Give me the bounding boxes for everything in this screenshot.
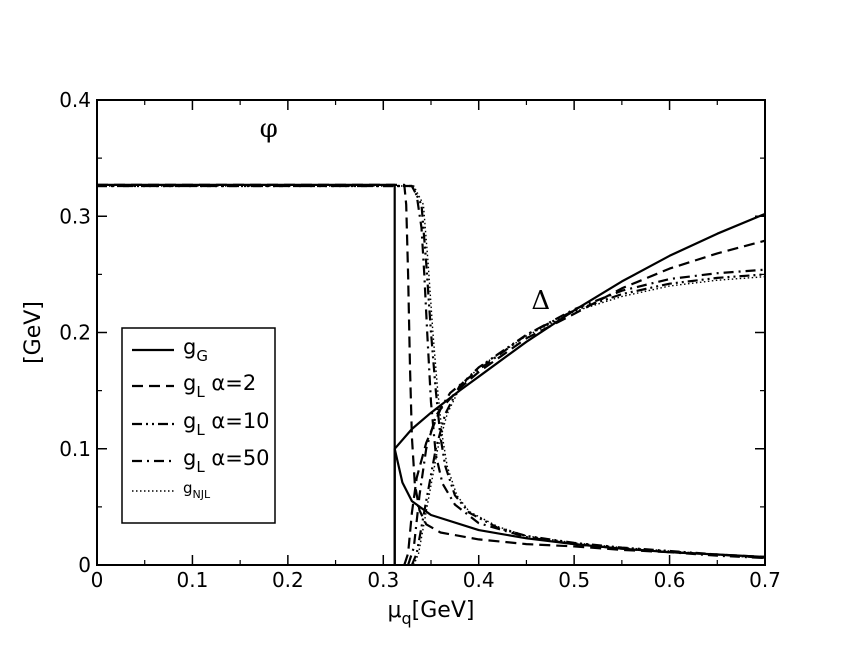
y-tick-label: 0 [78, 553, 91, 577]
legend-label: gG [183, 335, 208, 365]
legend-label-sub: L [196, 383, 205, 401]
legend-label-main: g [183, 446, 196, 470]
legend-label-main: g [183, 409, 196, 433]
series-0-low-line [393, 448, 765, 558]
curves [97, 183, 765, 565]
legend-label-main: g [183, 479, 193, 497]
x-tick-label: 0 [91, 568, 104, 592]
y-tick-label: 0.4 [59, 88, 91, 112]
x-tick-label: 0.4 [463, 568, 495, 592]
legend-label-sub: G [196, 347, 208, 365]
y-tick-label: 0.3 [59, 204, 91, 228]
series-1-delta-line [403, 239, 765, 565]
x-tick-label: 0.3 [367, 568, 399, 592]
y-axis-label: [GeV] [21, 301, 46, 364]
x-axis-label: μq[GeV] [388, 598, 475, 628]
legend-label-sub: NJL [193, 488, 211, 501]
legend-label-suffix: α=2 [205, 371, 256, 395]
legend-box [121, 327, 276, 524]
x-tick-label: 0.2 [272, 568, 304, 592]
legend-label-main: g [183, 371, 196, 395]
legend-label: gNJL [183, 479, 211, 501]
delta-annotation: Δ [531, 286, 550, 316]
axis-ticks: 0 0.1 0.2 0.3 0.4 0.5 0.6 0.7 0 0.1 0.2 0.3 0.4 [59, 88, 781, 592]
legend-label-suffix: α=50 [205, 446, 270, 470]
legend-label: gL α=10 [183, 409, 270, 439]
legend-label: gL α=50 [183, 446, 270, 476]
series-4-delta-line [413, 276, 765, 565]
x-tick-label: 0.7 [749, 568, 781, 592]
series-2-delta-line [410, 273, 765, 565]
legend-label-sub: L [196, 458, 205, 476]
series-1-phi-line [97, 183, 765, 558]
x-tick-label: 0.5 [558, 568, 590, 592]
series-2-phi-line [97, 184, 765, 560]
x-tick-label: 0.1 [177, 568, 209, 592]
legend-label-suffix: α=10 [205, 409, 270, 433]
series-3-delta-line [407, 268, 765, 565]
series-4-phi-line [97, 185, 765, 559]
x-tick-label: 0.6 [654, 568, 686, 592]
y-tick-label: 0.2 [59, 321, 91, 345]
legend-label: gL α=2 [183, 371, 256, 401]
series-0-delta-line [393, 212, 765, 565]
legend-label-sub: L [196, 421, 205, 439]
legend-label-main: g [183, 335, 196, 359]
phi-annotation: φ [260, 114, 278, 144]
y-tick-label: 0.1 [59, 437, 91, 461]
